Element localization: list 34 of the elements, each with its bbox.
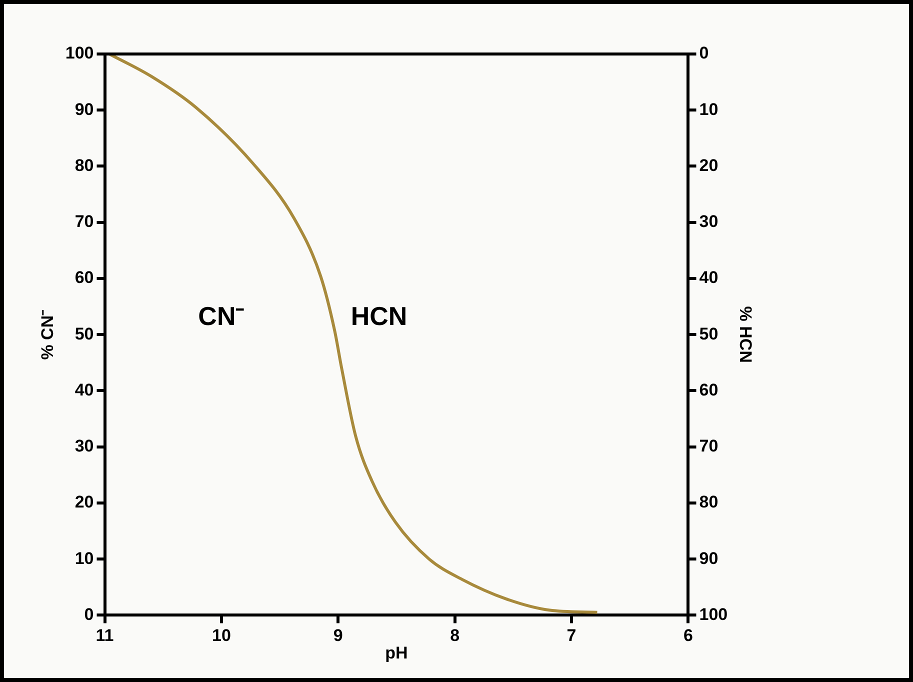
y-tick-label: 40 bbox=[74, 380, 94, 400]
y2-tick-label: 90 bbox=[699, 548, 718, 568]
y2-tick-label: 100 bbox=[699, 604, 728, 624]
line-series bbox=[108, 54, 599, 614]
x-tick-label: 9 bbox=[333, 626, 343, 646]
y2-tick-label: 20 bbox=[699, 156, 718, 175]
y-tick-label: 50 bbox=[74, 324, 94, 344]
x-tick-label: 6 bbox=[684, 626, 693, 646]
y2-axis-title: % HCN bbox=[736, 306, 756, 363]
y-tick-label: 90 bbox=[74, 100, 94, 119]
y2-tick-label: 60 bbox=[699, 380, 718, 400]
y-axis-title: % CN⁻ bbox=[38, 309, 57, 360]
y-tick-label: 100 bbox=[65, 44, 94, 63]
y2-tick-label: 0 bbox=[699, 44, 709, 63]
y-tick-label: 10 bbox=[74, 548, 94, 568]
y2-tick-label: 10 bbox=[699, 100, 718, 119]
y2-tick-label: 70 bbox=[699, 436, 718, 456]
x-tick-label: 8 bbox=[450, 626, 460, 646]
x-axis-title: pH bbox=[385, 643, 408, 662]
x-tick-label: 11 bbox=[96, 626, 114, 646]
y2-tick-label: 30 bbox=[699, 212, 718, 232]
y-tick-label: 0 bbox=[84, 604, 94, 624]
y2-tick-label: 40 bbox=[699, 268, 718, 288]
y2-tick-label: 80 bbox=[699, 492, 718, 512]
y-tick-label: 30 bbox=[74, 436, 94, 456]
y-tick-label: 70 bbox=[74, 212, 94, 232]
annotation: CN⁻ bbox=[198, 300, 245, 331]
annotation: HCN bbox=[350, 300, 408, 331]
y-tick-label: 60 bbox=[74, 268, 94, 288]
x-tick-label: 10 bbox=[212, 626, 231, 646]
x-tick-label: 7 bbox=[566, 626, 576, 646]
y2-tick-label: 50 bbox=[699, 324, 718, 344]
y-tick-label: 80 bbox=[74, 156, 94, 175]
y-tick-label: 20 bbox=[74, 492, 94, 512]
